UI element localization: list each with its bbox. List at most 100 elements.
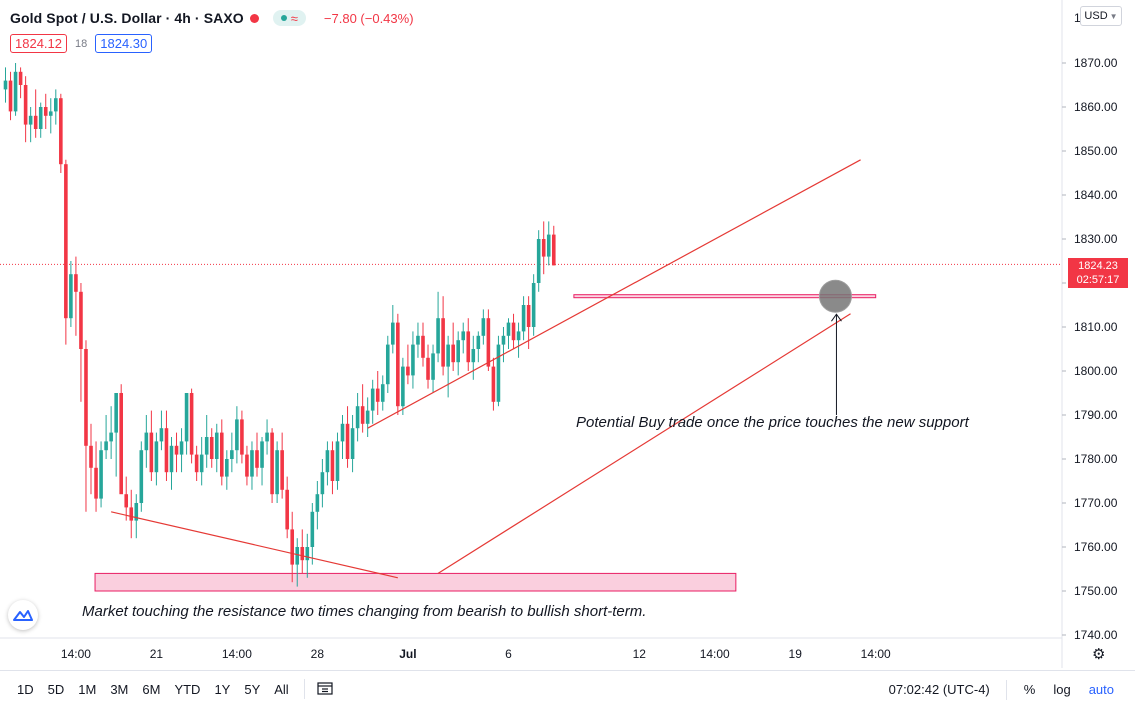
- candle-body: [64, 164, 68, 319]
- candle-body: [230, 450, 234, 459]
- candle-body: [411, 344, 415, 376]
- candle-body: [109, 432, 113, 442]
- timeframe-range-buttons: 1D 5D 1M 3M 6M YTD 1Y 5Y All: [10, 682, 296, 697]
- candle-body: [28, 115, 33, 125]
- candle-body: [360, 406, 365, 424]
- candle-body: [38, 107, 43, 129]
- candle-body: [526, 305, 531, 327]
- clock-timezone[interactable]: 07:02:42 (UTC-4): [888, 682, 990, 697]
- range-button-5y[interactable]: 5Y: [244, 681, 261, 697]
- tradingview-logo[interactable]: [8, 600, 38, 630]
- candle-body: [421, 335, 425, 358]
- candle-body: [546, 234, 551, 257]
- candle-body: [174, 445, 179, 455]
- candle-body: [335, 441, 340, 481]
- last-price-value: 1824.23: [1078, 260, 1118, 272]
- candle-body: [164, 428, 169, 473]
- candle-body: [401, 366, 405, 407]
- candle-body: [275, 450, 279, 495]
- auto-scale-toggle[interactable]: auto: [1088, 682, 1114, 697]
- date-range-calendar-icon[interactable]: [313, 681, 337, 698]
- range-button-5d[interactable]: 5D: [47, 681, 65, 697]
- candle-body: [18, 71, 23, 85]
- candle-body: [225, 459, 229, 477]
- candle-body: [48, 111, 53, 116]
- range-button-1d[interactable]: 1D: [17, 681, 34, 697]
- bid-price-button[interactable]: 1824.12: [10, 34, 67, 53]
- chevron-down-icon: ▼: [1109, 11, 1118, 21]
- candle-body: [124, 494, 129, 508]
- scale-controls: 07:02:42 (UTC-4) % log auto: [889, 671, 1123, 708]
- candle-body: [89, 445, 93, 468]
- price-tick-label: 1760.00: [1074, 540, 1118, 554]
- bid-ask-bar: 1824.12 18 1824.30: [10, 34, 153, 53]
- candle-body: [370, 388, 375, 411]
- price-tick-label: 1790.00: [1074, 408, 1118, 422]
- time-tick-label: 12: [633, 647, 647, 661]
- candle-body: [250, 450, 254, 477]
- interval-label[interactable]: 4h: [174, 10, 191, 26]
- candle-body: [375, 388, 380, 402]
- range-button-3m[interactable]: 3M: [110, 681, 129, 697]
- last-price-tag: 1824.23 02:57:17: [1068, 258, 1128, 288]
- candle-body: [310, 511, 315, 547]
- candle-body: [365, 410, 370, 424]
- percent-scale-toggle[interactable]: %: [1023, 682, 1036, 697]
- range-button-ytd[interactable]: YTD: [174, 681, 201, 697]
- candle-body: [144, 432, 149, 451]
- price-tick-label: 1800.00: [1074, 364, 1118, 378]
- candle-body: [491, 366, 496, 402]
- chart-header: Gold Spot / U.S. Dollar · 4h · SAXO ≈ −7…: [10, 7, 414, 29]
- symbol-separator: ·: [190, 10, 204, 26]
- candle-body: [345, 423, 350, 459]
- candle-body: [486, 318, 491, 367]
- candle-body: [511, 322, 516, 341]
- lower-channel-line: [437, 313, 851, 574]
- price-chart[interactable]: 1870.00 1860.00 1850.00 1840.00 1830.00 1810.…: [0, 0, 1135, 670]
- buy-annotation-text[interactable]: Potential Buy trade once the price touch…: [576, 414, 969, 431]
- currency-select[interactable]: USD ▼: [1080, 6, 1122, 26]
- candle-body: [179, 441, 184, 455]
- candle-body: [406, 366, 410, 376]
- candle-body: [154, 441, 159, 473]
- range-button-1m[interactable]: 1M: [78, 681, 97, 697]
- range-button-6m[interactable]: 6M: [142, 681, 161, 697]
- candle-body: [23, 85, 28, 125]
- buy-target-marker: [818, 279, 852, 313]
- candle-body: [33, 115, 38, 129]
- price-tick-label: 1840.00: [1074, 188, 1118, 202]
- market-annotation-text[interactable]: Market touching the resistance two times…: [82, 603, 647, 620]
- ask-price-button[interactable]: 1824.30: [95, 34, 153, 53]
- range-button-all[interactable]: All: [274, 681, 289, 697]
- log-scale-toggle[interactable]: log: [1053, 682, 1071, 697]
- candle-body: [385, 344, 390, 385]
- price-axis[interactable]: 1870.00 1860.00 1850.00 1840.00 1830.00 1810.…: [0, 0, 1118, 668]
- candle-body: [315, 494, 320, 512]
- candle-body: [496, 344, 501, 402]
- candle-body: [521, 305, 526, 332]
- bar-countdown: 02:57:17: [1076, 274, 1120, 286]
- symbol-title[interactable]: Gold Spot / U.S. Dollar: [10, 10, 162, 26]
- candle-body: [471, 349, 476, 363]
- price-tick-label: 1750.00: [1074, 584, 1118, 598]
- range-button-1y[interactable]: 1Y: [214, 681, 231, 697]
- time-tick-label: Jul: [399, 647, 416, 661]
- market-status-icon[interactable]: [249, 13, 259, 23]
- candle-body: [305, 547, 310, 561]
- candle-body: [431, 353, 435, 380]
- price-tick-label: 1860.00: [1074, 100, 1118, 114]
- candle-body: [69, 274, 73, 319]
- time-tick-label: 14:00: [61, 647, 91, 661]
- candle-body: [541, 239, 546, 257]
- data-status-badge[interactable]: ≈: [272, 10, 306, 26]
- price-tick-label: 1850.00: [1074, 144, 1118, 158]
- candle-body: [184, 393, 189, 442]
- price-tick-label: 1830.00: [1074, 232, 1118, 246]
- time-axis[interactable]: 14:00 21 14:00 28 Jul 6 12 14:00 19 14:00: [61, 647, 891, 661]
- candle-body: [451, 344, 455, 363]
- candle-body: [396, 322, 400, 407]
- candle-body: [446, 344, 450, 367]
- chart-settings-gear-icon[interactable]: ⚙: [1092, 646, 1106, 663]
- candle-body: [501, 335, 506, 345]
- candle-body: [139, 450, 144, 503]
